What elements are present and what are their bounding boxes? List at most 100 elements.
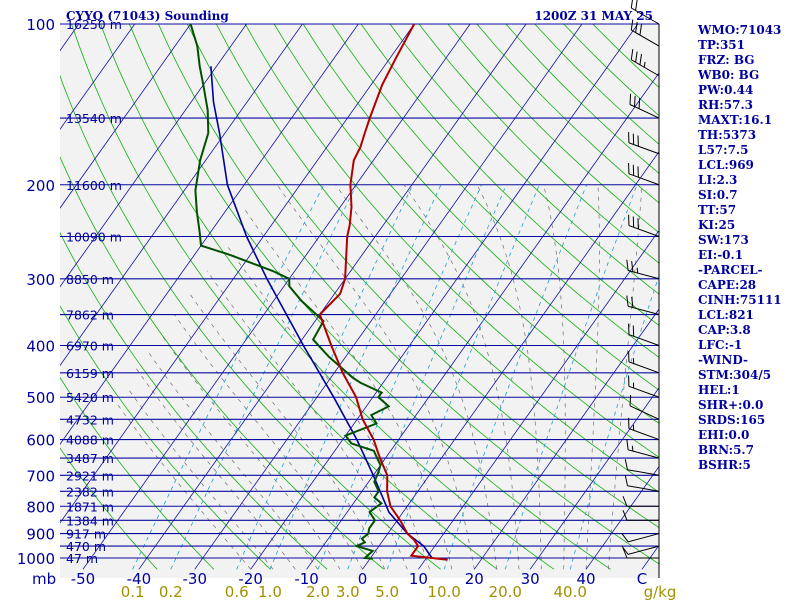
wind-barb bbox=[621, 532, 660, 543]
mixing-ratio-line bbox=[347, 184, 507, 570]
height-label: 6159 m bbox=[66, 366, 114, 381]
height-label: 2921 m bbox=[66, 468, 114, 483]
mixing-ratio-line bbox=[569, 274, 659, 570]
height-label: 6970 m bbox=[66, 339, 114, 354]
mixing-ratio-line bbox=[236, 184, 414, 570]
wind-barb bbox=[629, 93, 660, 119]
barb-flag bbox=[639, 54, 642, 65]
barb-flag bbox=[631, 261, 634, 272]
isotherm bbox=[306, 72, 659, 570]
barb-staff bbox=[627, 485, 660, 492]
barb-half-flag bbox=[643, 61, 646, 68]
dry-adiabat bbox=[389, 24, 659, 295]
barb-flag bbox=[622, 547, 628, 559]
temperature-tick-label: 20 bbox=[465, 570, 484, 588]
wind-barb bbox=[629, 395, 660, 420]
stat-line: L57:7.5 bbox=[698, 143, 749, 157]
barb-flag bbox=[639, 24, 642, 36]
stat-line: -PARCEL- bbox=[698, 263, 763, 277]
isotherm bbox=[138, 24, 527, 570]
sounding-profiles bbox=[189, 24, 448, 561]
height-label: 11600 m bbox=[66, 178, 122, 193]
wind-barb bbox=[626, 439, 660, 459]
stat-line: LCL:969 bbox=[698, 158, 754, 172]
height-label: 7862 m bbox=[66, 308, 114, 323]
axis-labels: 16250 m 13540 m 11600 m 10090 m 8850 m 7862 m… bbox=[17, 16, 677, 600]
barb-staff bbox=[628, 142, 660, 155]
dry-adiabat bbox=[331, 24, 659, 358]
moist-adiabat bbox=[242, 206, 453, 570]
moist-adiabat bbox=[403, 184, 520, 570]
barb-flag bbox=[630, 0, 633, 9]
moist-adiabat bbox=[335, 184, 497, 570]
barb-flag bbox=[635, 21, 638, 33]
stat-line: WB0: BG bbox=[698, 68, 760, 82]
height-label: 8850 m bbox=[66, 272, 114, 287]
temperature-tick-label: -20 bbox=[238, 570, 263, 588]
barb-staff bbox=[628, 361, 660, 374]
stat-line: WMO:71043 bbox=[698, 23, 782, 37]
temperature-tick-label: -40 bbox=[127, 570, 152, 588]
temperature-tick-label: 30 bbox=[521, 570, 540, 588]
stat-line: MAXT:16.1 bbox=[698, 113, 773, 127]
stat-line: BRN:5.7 bbox=[698, 443, 754, 457]
temperature-tick-label: 0 bbox=[358, 570, 368, 588]
dry-adiabat bbox=[418, 24, 659, 264]
height-label: 3487 m bbox=[66, 451, 114, 466]
moist-adiabat bbox=[543, 184, 566, 570]
pressure-tick-label: 800 bbox=[26, 498, 55, 516]
height-label: 4088 m bbox=[66, 433, 114, 448]
moist-adiabat bbox=[585, 184, 600, 570]
barb-flag bbox=[624, 475, 628, 486]
isotherm bbox=[0, 12, 31, 569]
mixing-ratio-line bbox=[269, 184, 442, 570]
temperature-tick-label: -10 bbox=[294, 570, 319, 588]
stat-line: BSHR:5 bbox=[698, 458, 751, 472]
stat-line: KI:25 bbox=[698, 218, 736, 232]
isotherm bbox=[82, 24, 471, 570]
wind-barb bbox=[628, 132, 660, 155]
height-label: 470 m bbox=[66, 539, 106, 554]
mixing-ratio-unit-label: g/kg bbox=[644, 583, 677, 600]
wind-barb bbox=[621, 545, 660, 555]
moist-adiabat bbox=[115, 401, 251, 570]
stat-line: RH:57.3 bbox=[698, 98, 753, 112]
mixing-ratio-tick-label: 1.0 bbox=[258, 583, 282, 600]
barb-staff bbox=[627, 469, 660, 476]
wind-barb bbox=[626, 295, 660, 316]
isotherm bbox=[60, 24, 303, 367]
mixing-ratio-line bbox=[132, 184, 325, 570]
wind-barb bbox=[628, 163, 660, 186]
pressure-tick-label: 700 bbox=[26, 467, 55, 485]
stat-line: LI:2.3 bbox=[698, 173, 738, 187]
height-label: 1384 m bbox=[66, 513, 114, 528]
wind-barb bbox=[628, 351, 660, 374]
moist-adiabat bbox=[476, 184, 542, 570]
barb-staff bbox=[628, 334, 660, 346]
moist-adiabat bbox=[226, 245, 430, 570]
temperature-tick-label: 10 bbox=[409, 570, 428, 588]
dry-adiabat bbox=[244, 24, 659, 458]
height-label: 10090 m bbox=[66, 229, 122, 244]
isotherm bbox=[362, 150, 659, 570]
stat-line: -WIND- bbox=[698, 353, 748, 367]
wind-barb bbox=[622, 496, 659, 507]
wind-barb bbox=[622, 510, 659, 521]
wind-barb bbox=[624, 475, 660, 492]
mixing-ratio-tick-label: 3.0 bbox=[336, 583, 360, 600]
barb-flag bbox=[626, 439, 629, 450]
mixing-ratio-tick-label: 10.0 bbox=[427, 583, 460, 600]
pressure-tick-label: 100 bbox=[26, 16, 55, 34]
wind-barb bbox=[630, 0, 660, 25]
plot-area bbox=[60, 24, 659, 578]
stat-line: EHI:0.0 bbox=[698, 428, 750, 442]
dry-adiabat bbox=[60, 376, 215, 570]
height-label: 47 m bbox=[66, 551, 98, 566]
pressure-tick-label: 400 bbox=[26, 338, 55, 356]
stat-line: EI:-0.1 bbox=[698, 248, 744, 262]
barb-flag bbox=[621, 545, 629, 555]
dewpoint-line bbox=[189, 24, 391, 560]
stat-line: HEL:1 bbox=[698, 383, 740, 397]
dry-adiabat bbox=[186, 24, 659, 529]
